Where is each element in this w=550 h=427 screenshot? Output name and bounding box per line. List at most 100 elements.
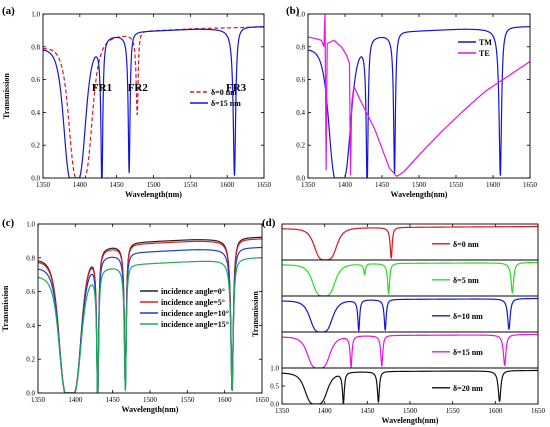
legend-label: TM [479,38,492,47]
y-tick-label: 0.2 [296,142,305,150]
series-group [38,236,262,393]
y-tick-label: 0.0 [31,175,40,183]
x-tick-label: 1400 [73,181,88,189]
series-line-d-2 [282,297,538,332]
series-line-d-3 [282,333,538,368]
x-tick-label: 1550 [183,181,198,189]
series-line-c-3 [38,256,262,393]
y-tick-label: 1.0 [270,365,279,373]
strip-group [282,261,538,296]
annotation-label: FR3 [226,82,247,94]
y-tick-label: 1.0 [31,11,40,19]
x-axis-label: Wavelength(nm) [125,190,182,199]
y-tick-label: 1.0 [296,11,305,19]
chart-panel-c: (c) 1350 1400 1450 1500 1550 1600 1650 Wavelengt… [1,217,270,414]
x-tick-label: 1450 [110,181,125,189]
x-axis-label: Wavelength(nm) [382,416,439,425]
x-tick-label: 1500 [143,396,158,404]
x-axis-label: Wavelength(nm) [391,190,448,199]
panel-label: (a) [2,5,15,17]
x-tick-label: 1550 [180,396,195,404]
x-axis-label: Wavelength(nm) [122,405,179,414]
annotation-label: FR1 [92,82,112,94]
x-tick-label: 1350 [275,407,290,415]
x-tick-label: 1600 [218,396,233,404]
y-tick-label: 0.4 [31,109,40,117]
x-tick-label: 1400 [318,407,333,415]
panel-label: (c) [2,217,15,229]
x-tick-label: 1500 [147,181,162,189]
panel-label: (d) [262,217,276,229]
x-tick-label: 1350 [36,181,51,189]
legend-label: δ=5 nm [453,276,479,285]
strip-frame [281,223,539,261]
strip-group [282,333,538,368]
x-tick-label: 1450 [360,407,375,415]
series-line-a-0 [43,26,264,178]
plot-frame [42,13,265,179]
x-tick-label: 1450 [106,396,121,404]
legend-label: incidence angle=10° [161,309,229,318]
chart-panel-a: (a) 1350 1400 1450 1500 1550 1600 1650 Wavelengt… [2,5,272,199]
y-tick-label: 0.0 [296,175,305,183]
y-tick-label: 0.8 [296,43,305,51]
series-group [43,26,264,178]
y-axis-label: Transmission [2,73,11,119]
legend-label: incidence angle=5° [161,298,225,307]
x-tick-label: 1400 [68,396,83,404]
x-tick-label: 1500 [412,181,427,189]
annotation-label: FR2 [128,82,149,94]
x-tick-label: 1350 [301,181,316,189]
y-tick-label: 0.0 [270,401,279,409]
strip-group [282,225,538,260]
y-tick-label: 0.8 [31,43,40,51]
y-tick-label: 0.4 [26,322,35,330]
plot-frame [37,223,263,394]
legend-label: δ=20 nm [453,384,483,393]
x-tick-label: 1600 [220,181,235,189]
legend-label: δ=0 nm [453,240,479,249]
x-tick-label: 1650 [523,181,538,189]
chart-panel-b: (b) 1350 1400 1450 1500 1550 1600 1650 Wavelengt… [286,5,538,199]
x-tick-label: 1500 [403,407,418,415]
legend-label: incidence angle=0° [161,287,225,296]
series-group [308,14,530,178]
x-tick-label: 1600 [488,407,503,415]
y-tick-label: 0.2 [26,356,35,364]
x-tick-label: 1650 [255,396,270,404]
y-tick-label: 0.6 [31,76,40,84]
x-tick-label: 1550 [446,407,461,415]
x-tick-label: 1650 [257,181,272,189]
strip-frame [281,259,539,297]
y-tick-label: 0.5 [270,383,279,391]
y-tick-label: 0.6 [296,76,305,84]
legend-label: δ=15 nm [211,99,241,108]
x-tick-label: 1350 [31,396,46,404]
x-tick-label: 1600 [486,181,501,189]
x-tick-label: 1550 [449,181,464,189]
legend-label: δ=10 nm [453,312,483,321]
strip-group [282,297,538,332]
y-axis-label: Transmission [1,285,10,331]
plot-frame [307,13,531,179]
chart-panel-d: (d) 1350 1400 1450 1500 1550 1600 1650 Wavelengt… [251,217,546,425]
y-tick-label: 0.2 [31,142,40,150]
legend-label: incidence angle=15° [161,320,229,329]
y-tick-label: 1.0 [26,221,35,229]
legend-label: δ=0 nm [211,88,237,97]
series-line-d-0 [282,225,538,260]
series-line-b-1 [308,14,530,177]
series-line-d-4 [282,369,538,404]
series-line-a-1 [43,26,264,178]
x-tick-label: 1650 [531,407,546,415]
y-tick-label: 0.8 [26,254,35,262]
x-tick-label: 1450 [375,181,390,189]
legend-label: TE [479,49,490,58]
panel-label: (b) [286,5,300,17]
strip-frame [281,295,539,333]
y-tick-label: 0.4 [296,109,305,117]
y-axis-label: Transmission [251,291,260,337]
x-tick-label: 1400 [338,181,353,189]
strip-group [282,369,538,404]
